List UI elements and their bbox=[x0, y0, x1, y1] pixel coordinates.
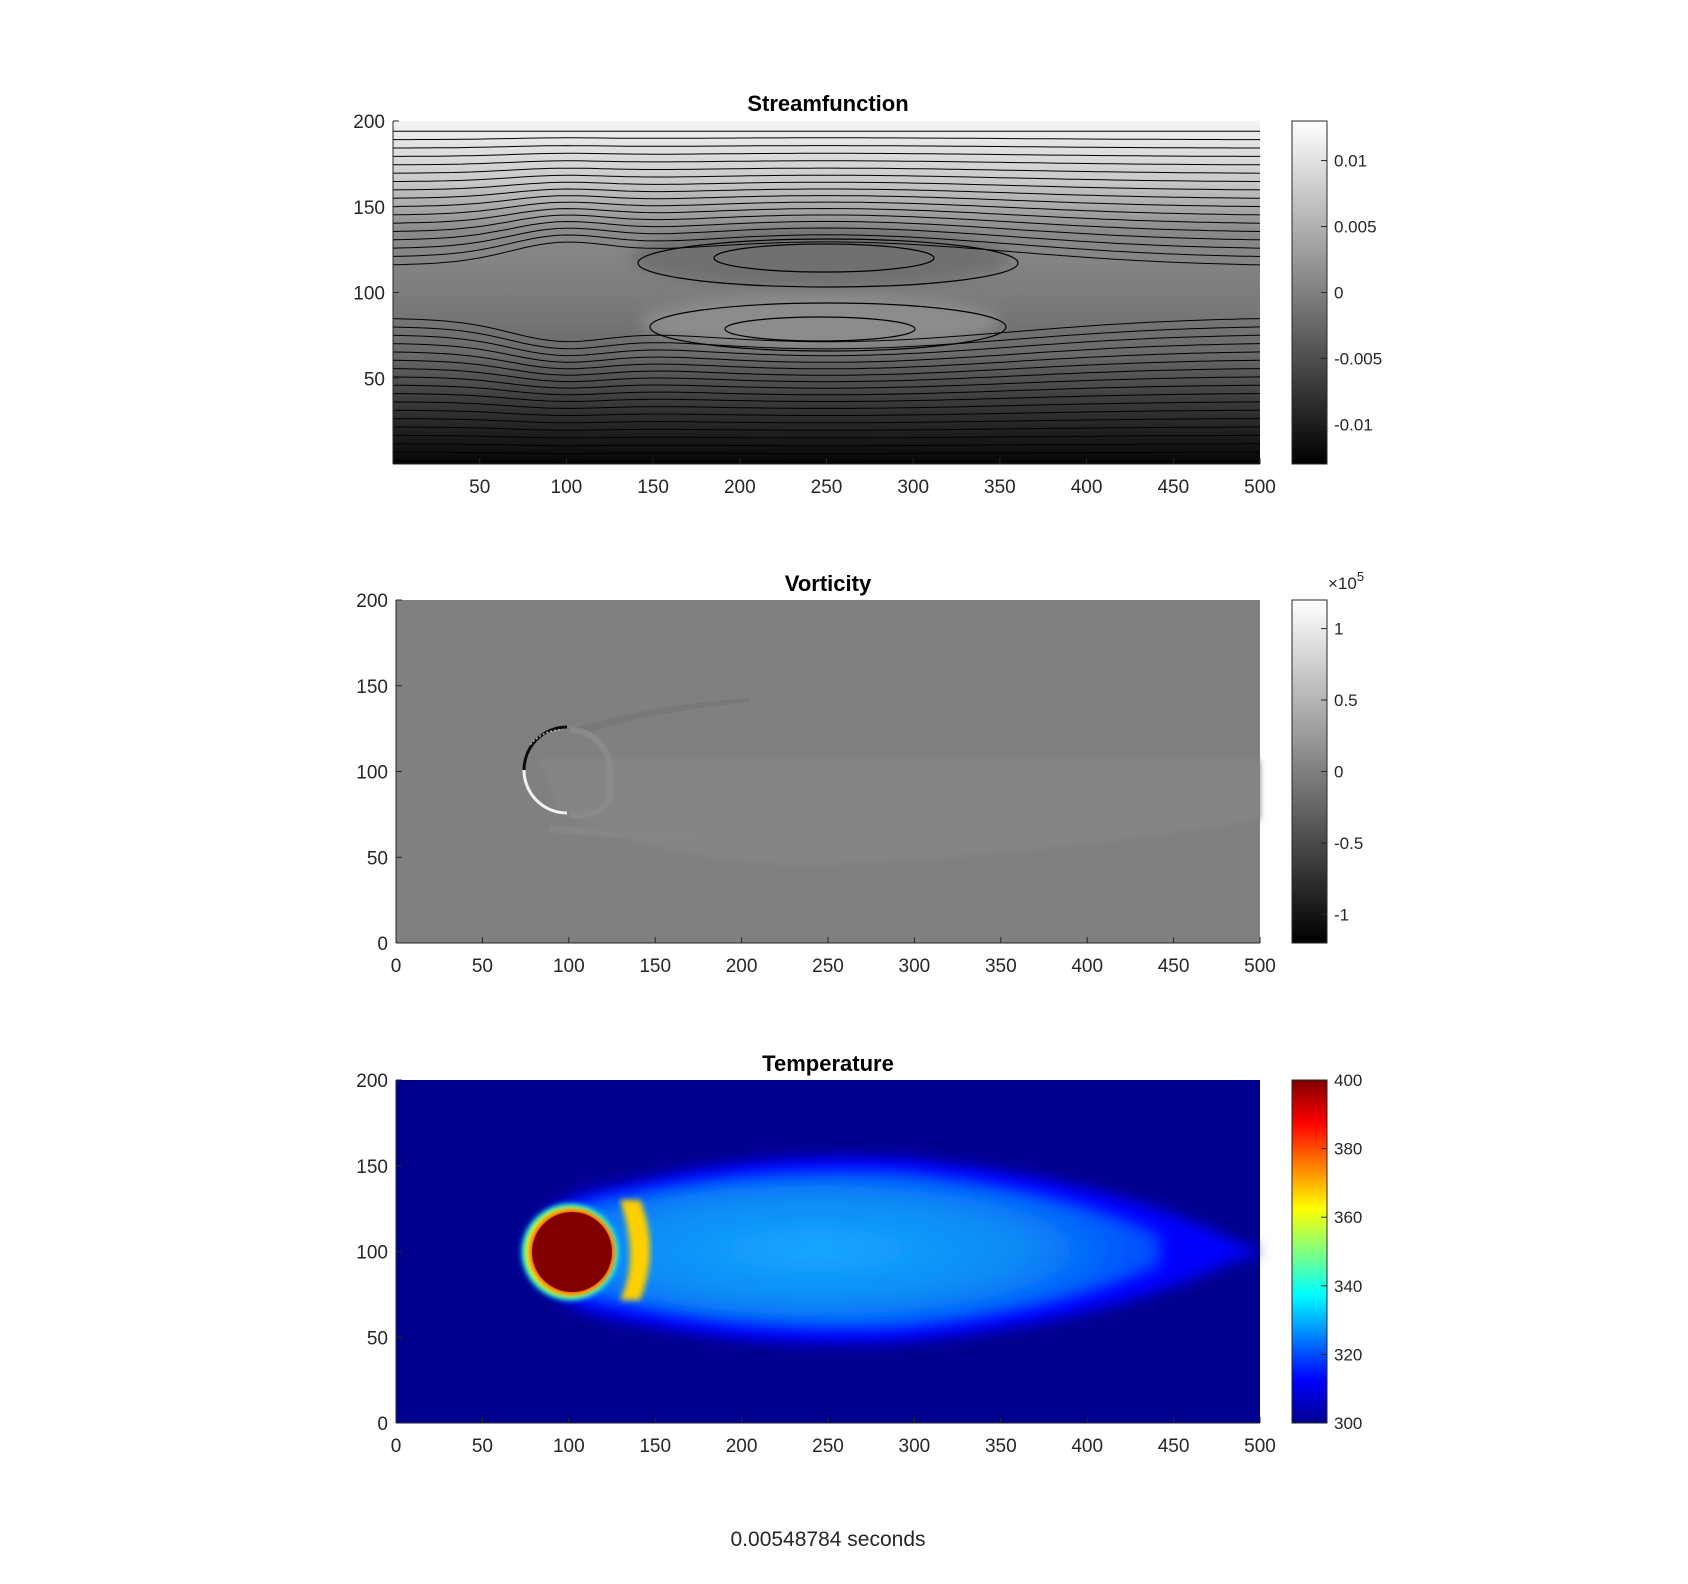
plot-title: Vorticity bbox=[785, 571, 872, 596]
x-tick-label: 250 bbox=[811, 477, 843, 498]
y-tick-label: 200 bbox=[356, 591, 388, 612]
heatmap-field bbox=[396, 1080, 1260, 1423]
x-tick-label: 500 bbox=[1244, 477, 1276, 498]
x-tick-label: 450 bbox=[1158, 1436, 1190, 1457]
x-tick-label: 150 bbox=[639, 1436, 671, 1457]
y-tick-label: 200 bbox=[356, 1071, 388, 1092]
x-tick-label: 200 bbox=[726, 956, 758, 977]
y-tick-label: 100 bbox=[356, 763, 388, 784]
y-axis-ticks: 0 50 100 150 200 bbox=[356, 1071, 402, 1435]
y-tick-label: 100 bbox=[356, 1243, 388, 1264]
x-tick-label: 450 bbox=[1157, 477, 1189, 498]
colorbar-tick-label: -0.01 bbox=[1334, 415, 1373, 434]
x-tick-label: 400 bbox=[1071, 477, 1103, 498]
colorbar-tick-label: 0.5 bbox=[1334, 691, 1358, 710]
x-tick-label: 200 bbox=[726, 1436, 758, 1457]
y-tick-label: 150 bbox=[356, 677, 388, 698]
x-tick-label: 0 bbox=[391, 956, 402, 977]
colorbar-tick-label: 1 bbox=[1334, 620, 1343, 639]
colorbar-tick-label: 340 bbox=[1334, 1277, 1362, 1296]
y-axis-ticks: 0 50 100 150 200 bbox=[356, 591, 402, 955]
colorbar-tick-label: 0 bbox=[1334, 284, 1343, 303]
x-tick-label: 100 bbox=[551, 477, 583, 498]
heatmap-field bbox=[396, 600, 1260, 943]
x-tick-label: 300 bbox=[899, 956, 931, 977]
x-tick-label: 500 bbox=[1244, 956, 1276, 977]
x-tick-label: 150 bbox=[637, 477, 669, 498]
x-tick-label: 400 bbox=[1071, 956, 1103, 977]
y-tick-label: 50 bbox=[367, 848, 388, 869]
plot-title: Streamfunction bbox=[747, 91, 908, 116]
colorbar-tick-label: 400 bbox=[1334, 1071, 1362, 1090]
colorbar-tick-label: 320 bbox=[1334, 1345, 1362, 1364]
colorbar-tick-label: 300 bbox=[1334, 1414, 1362, 1433]
x-tick-label: 450 bbox=[1158, 956, 1190, 977]
y-tick-label: 50 bbox=[364, 369, 385, 390]
colorbar bbox=[1292, 1080, 1327, 1423]
x-tick-label: 100 bbox=[553, 956, 585, 977]
x-tick-label: 50 bbox=[472, 1436, 493, 1457]
x-tick-label: 500 bbox=[1244, 1436, 1276, 1457]
streamfunction-panel: Streamfunction 50 100 150 200 250 300 350 400 45… bbox=[353, 91, 1382, 498]
x-tick-label: 200 bbox=[724, 477, 756, 498]
colorbar-tick-label: 380 bbox=[1334, 1140, 1362, 1159]
colorbar-tick-label: 0.005 bbox=[1334, 218, 1377, 237]
vorticity-panel: Vorticity 0 50 100 150 200 250 300 350 400 450 500… bbox=[356, 569, 1364, 977]
colorbar-tick-label: 0.01 bbox=[1334, 152, 1367, 171]
y-tick-label: 100 bbox=[353, 284, 385, 305]
x-tick-label: 50 bbox=[472, 956, 493, 977]
x-tick-label: 250 bbox=[812, 956, 844, 977]
plot-title: Temperature bbox=[762, 1051, 894, 1076]
colorbar-tick-label: 0 bbox=[1334, 763, 1343, 782]
elapsed-time-label: 0.00548784 seconds bbox=[731, 1528, 926, 1551]
x-tick-label: 300 bbox=[899, 1436, 931, 1457]
temperature-panel: Temperature 0 50 100 150 200 250 300 350 400 450 5… bbox=[356, 1051, 1362, 1457]
x-tick-label: 300 bbox=[897, 477, 929, 498]
x-tick-label: 350 bbox=[985, 956, 1017, 977]
y-tick-label: 0 bbox=[377, 934, 388, 955]
y-tick-label: 200 bbox=[353, 112, 385, 133]
colorbar-tick-label: -0.005 bbox=[1334, 349, 1382, 368]
colorbar-ticks: 0.01 0.005 0 -0.005 -0.01 bbox=[1321, 152, 1382, 435]
x-tick-label: 0 bbox=[391, 1436, 402, 1457]
colorbar-tick-label: 360 bbox=[1334, 1208, 1362, 1227]
y-tick-label: 50 bbox=[367, 1328, 388, 1349]
y-tick-label: 0 bbox=[377, 1414, 388, 1435]
colorbar-tick-label: -0.5 bbox=[1334, 834, 1363, 853]
x-tick-label: 350 bbox=[984, 477, 1016, 498]
y-tick-label: 150 bbox=[356, 1157, 388, 1178]
y-tick-label: 150 bbox=[353, 198, 385, 219]
x-tick-label: 50 bbox=[469, 477, 490, 498]
colorbar-tick-label: -1 bbox=[1334, 905, 1349, 924]
x-tick-label: 400 bbox=[1071, 1436, 1103, 1457]
x-tick-label: 250 bbox=[812, 1436, 844, 1457]
x-tick-label: 100 bbox=[553, 1436, 585, 1457]
x-tick-label: 350 bbox=[985, 1436, 1017, 1457]
x-tick-label: 150 bbox=[639, 956, 671, 977]
colorbar-exponent: ×105 bbox=[1328, 569, 1364, 593]
y-axis-ticks: 50 100 150 200 bbox=[353, 112, 399, 390]
heated-cylinder bbox=[532, 1212, 612, 1292]
